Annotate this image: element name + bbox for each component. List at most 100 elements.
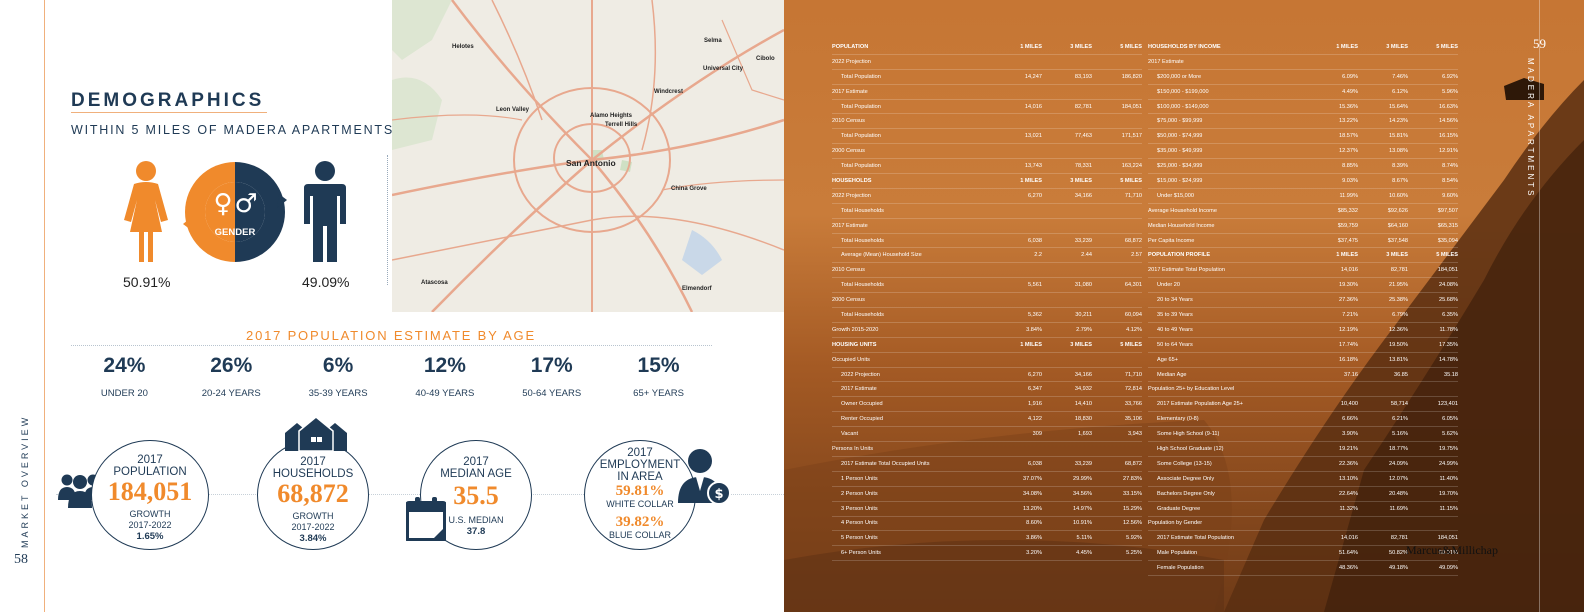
households-growth-value: 3.84%	[299, 533, 327, 544]
page-number-left: 58	[14, 552, 28, 567]
table-cell: 4,122	[1028, 416, 1042, 423]
table-cell: 3.84%	[1026, 326, 1042, 333]
table-cell: 34,166	[1074, 192, 1092, 199]
age-group-pct: 24%	[103, 354, 146, 377]
table-cell: 22.64%	[1339, 490, 1358, 497]
table-row-label: 2022 Projection	[832, 58, 871, 65]
households-label: HOUSEHOLDS	[272, 468, 354, 480]
table-row-label: Owner Occupied	[841, 401, 883, 408]
table-cell: 50.91%	[1439, 550, 1458, 557]
table-row-label: 6+ Person Units	[841, 550, 881, 557]
table-cell: 16.63%	[1439, 103, 1458, 110]
table-row: Occupied Units	[832, 353, 1142, 368]
table-cell: 68,872	[1124, 237, 1142, 244]
table-row: 2010 Census	[832, 263, 1142, 279]
table-row: 50 to 64 Years 17.74% 19.50% 17.35%	[1148, 338, 1458, 353]
page-title: DEMOGRAPHICS	[71, 90, 265, 111]
table-cell: 5 MILES	[1436, 252, 1458, 259]
table-cell: 1 MILES	[1020, 43, 1042, 50]
table-cell: 13,743	[1024, 163, 1042, 170]
male-percentage: 49.09%	[302, 274, 350, 290]
table-cell: 6.05%	[1442, 416, 1458, 423]
table-cell: 83,193	[1074, 73, 1092, 80]
table-cell: 8.74%	[1442, 163, 1458, 170]
age-group: 17% 50-64 YEARS	[498, 354, 605, 399]
table-row: 2017 Estimate Total Population 14,016 82,7…	[1148, 531, 1458, 547]
table-cell: 5 MILES	[1120, 341, 1142, 348]
table-cell: 4.45%	[1076, 550, 1092, 557]
table-cell: 72,814	[1124, 386, 1142, 393]
table-row-label: Some High School (9-11)	[1157, 431, 1220, 438]
table-cell: 24.09%	[1389, 460, 1408, 467]
age-group: 12% 40-49 YEARS	[391, 354, 498, 399]
table-row-label: Total Households	[841, 311, 884, 318]
map-label: Terrell Hills	[605, 122, 638, 128]
table-cell: 1 MILES	[1020, 177, 1042, 184]
population-label: POPULATION	[113, 466, 187, 478]
table-row: Female Population 48.36% 49.18% 49.09%	[1148, 561, 1458, 577]
table-cell: 8.54%	[1442, 177, 1458, 184]
map-label-city: San Antonio	[566, 158, 616, 168]
table-row-label: 2017 Estimate Population Age 25+	[1157, 401, 1243, 408]
table-row: 3 Person Units 13.20% 14.97% 15.29%	[832, 502, 1142, 517]
table-row-label: HOUSING UNITS	[832, 341, 877, 348]
table-cell: 5,362	[1028, 311, 1042, 318]
table-cell: 14,016	[1340, 267, 1358, 274]
table-cell: 5,561	[1028, 282, 1042, 289]
table-cell: 17.35%	[1439, 341, 1458, 348]
table-cell: 8.60%	[1026, 520, 1042, 527]
table-cell: 3,943	[1128, 431, 1142, 438]
table-row-label: Renter Occupied	[841, 416, 883, 423]
age-group-pct: 17%	[530, 354, 573, 377]
population-value: 184,051	[107, 477, 193, 506]
table-cell: 27.83%	[1123, 475, 1142, 482]
table-cell: 12.56%	[1123, 520, 1142, 527]
table-cell: 3 MILES	[1070, 341, 1092, 348]
table-cell: 171,517	[1121, 133, 1142, 140]
table-row: 6+ Person Units 3.20% 4.45% 5.25%	[832, 546, 1142, 562]
table-cell: 12.07%	[1389, 475, 1408, 482]
us-median-label: U.S. MEDIAN	[448, 515, 504, 525]
table-row-label: 2000 Census	[832, 297, 865, 304]
table-cell: 36.85	[1394, 371, 1408, 378]
table-row: Population 25+ by Education Level	[1148, 382, 1458, 398]
table-row: Under $15,000 11.99% 10.60% 9.60%	[1148, 189, 1458, 204]
table-row: $150,000 - $199,000 4.49% 6.12% 5.96%	[1148, 85, 1458, 100]
table-cell: 5.16%	[1392, 431, 1408, 438]
table-cell: 14.23%	[1389, 118, 1408, 125]
table-cell: 19.21%	[1339, 445, 1358, 452]
table-cell: 78,331	[1074, 163, 1092, 170]
table-row-label: Per Capita Income	[1148, 237, 1195, 244]
table-cell: 31,080	[1074, 282, 1092, 289]
table-row: Some High School (9-11) 3.90% 5.16% 5.62%	[1148, 427, 1458, 443]
table-cell: 3.90%	[1342, 431, 1358, 438]
table-cell: 17.74%	[1339, 341, 1358, 348]
map-label: Atascosa	[421, 280, 448, 286]
table-row: $100,000 - $149,000 15.36% 15.64% 16.63%	[1148, 100, 1458, 115]
table-cell: 16.18%	[1339, 356, 1358, 363]
table-cell: 60,094	[1124, 311, 1142, 318]
table-row: 2022 Projection 6,270 34,166 71,710	[832, 189, 1142, 204]
table-cell: 11.15%	[1439, 505, 1458, 512]
table-cell: 19.70%	[1439, 490, 1458, 497]
businessman-icon: $	[678, 449, 731, 505]
table-cell: 71,710	[1124, 371, 1142, 378]
table-row: Total Households 5,561 31,080 64,301	[832, 278, 1142, 294]
table-row: Under 20 19.30% 21.95% 24.08%	[1148, 278, 1458, 294]
table-row: Total Households 5,362 30,211 60,094	[832, 308, 1142, 323]
table-cell: 1 MILES	[1020, 341, 1042, 348]
table-cell: 14.56%	[1439, 118, 1458, 125]
table-row-label: High School Graduate (12)	[1157, 445, 1224, 452]
table-row-label: POPULATION PROFILE	[1148, 252, 1211, 259]
table-row: 2017 Estimate Total Occupied Units 6,038 3…	[832, 457, 1142, 472]
table-row-label: 5 Person Units	[841, 535, 878, 542]
table-cell: 13.81%	[1389, 356, 1408, 363]
table-cell: 18,830	[1074, 416, 1092, 423]
table-row-label: $15,000 - $24,999	[1157, 177, 1203, 184]
age-group: 26% 20-24 YEARS	[178, 354, 285, 399]
table-cell: 184,051	[1437, 267, 1458, 274]
table-row-label: Persons In Units	[832, 445, 874, 452]
table-cell: 8.85%	[1342, 163, 1358, 170]
table-row-label: 2022 Projection	[832, 192, 871, 199]
age-group-pct: 15%	[637, 354, 680, 377]
